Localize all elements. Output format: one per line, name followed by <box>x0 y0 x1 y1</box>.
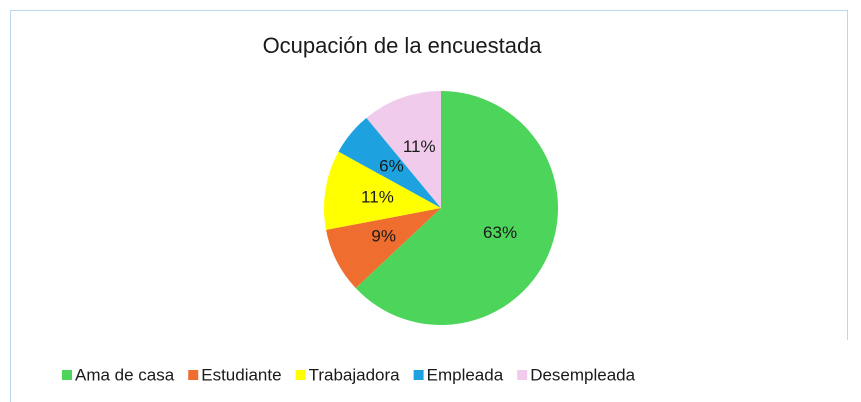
legend-marker <box>413 370 424 380</box>
legend-marker <box>62 370 72 380</box>
legend-label: Estudiante <box>201 365 281 384</box>
data-label: 11% <box>403 137 436 156</box>
data-label: 6% <box>379 156 404 175</box>
pie-slice <box>338 117 441 208</box>
legend-label: Desempleada <box>530 365 635 384</box>
chart-title: Ocupación de la encuestada <box>263 33 543 58</box>
pie-slice <box>323 151 441 230</box>
data-label: 11% <box>361 187 394 206</box>
data-label: 63% <box>483 223 517 242</box>
legend-marker <box>295 370 306 380</box>
legend-marker <box>188 370 199 380</box>
legend-marker <box>517 370 528 380</box>
legend-label: Ama de casa <box>75 365 175 384</box>
pie-slice <box>355 91 558 325</box>
legend-label: Trabajadora <box>309 365 401 384</box>
pie-slice <box>366 91 441 208</box>
data-label: 9% <box>371 227 396 246</box>
legend-label: Empleada <box>427 365 504 384</box>
pie-slice <box>326 208 441 289</box>
